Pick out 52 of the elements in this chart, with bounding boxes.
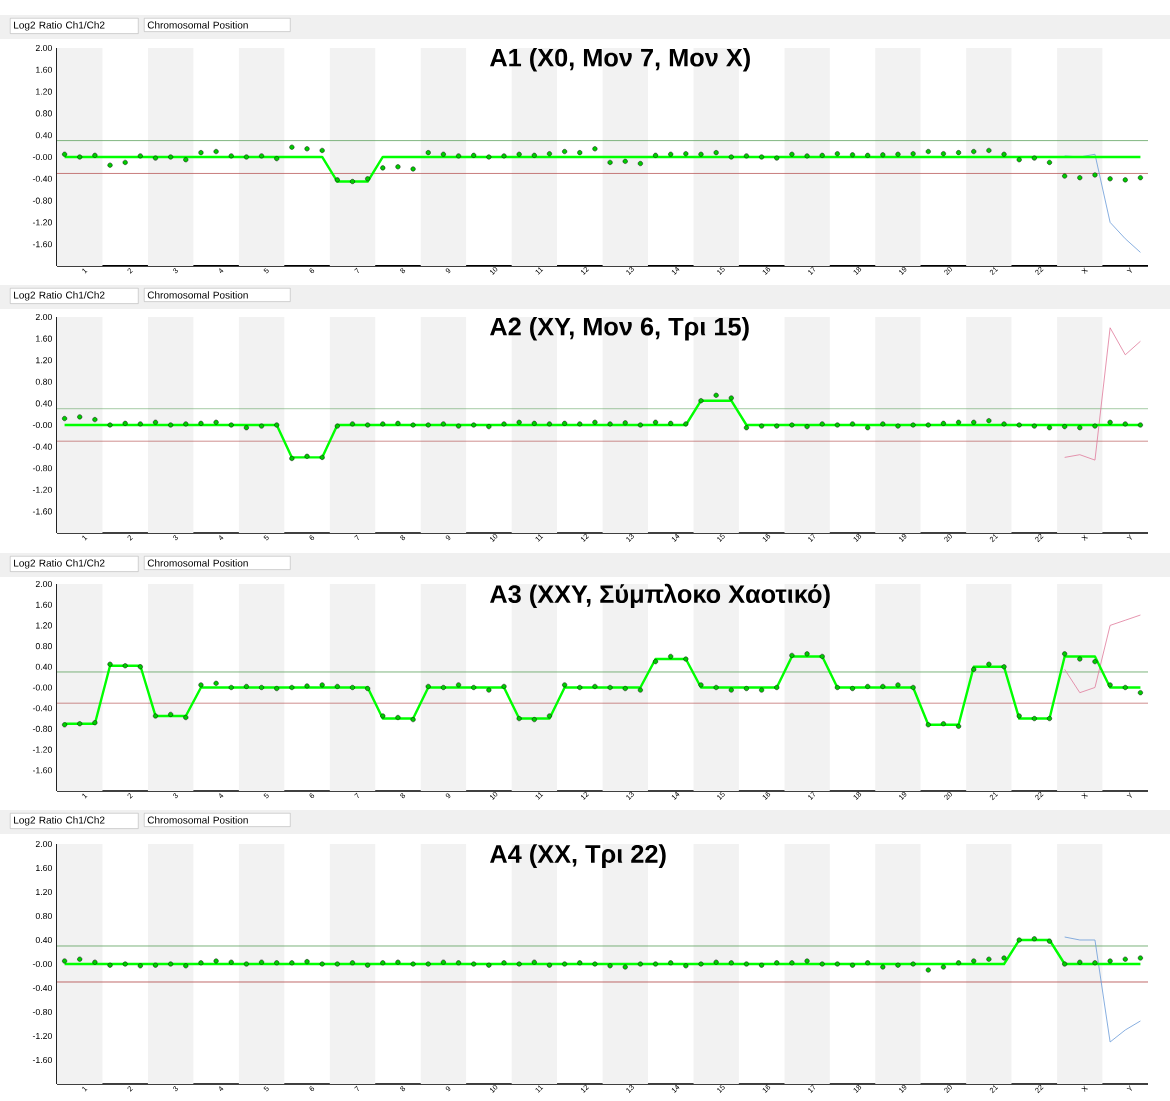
y-tick-label: 0.40: [35, 400, 52, 407]
y-tick-label: 1.60: [36, 601, 52, 608]
y-tick-label: 1.20: [36, 622, 52, 629]
text: Log2 Ratio Ch1/Ch2: [14, 291, 105, 301]
y-tick-label: -0.40: [32, 175, 52, 182]
y-tick-label: -0.00: [32, 421, 52, 429]
y-tick-label: 0.80: [35, 912, 52, 920]
y-tick-label: -0.00: [32, 153, 52, 161]
y-tick-label: 1.60: [36, 66, 52, 73]
y-tick-label: 0.80: [35, 378, 52, 385]
y-tick-label: 1.20: [36, 357, 52, 364]
chart-title: A1 (X0, Μον 7, Μον X): [490, 47, 750, 72]
text: Log2 Ratio Ch1/Ch2: [14, 21, 105, 31]
y-tick-label: 1.60: [36, 335, 52, 342]
y-tick-label: -1.20: [32, 1032, 52, 1040]
text: Chromosomal Position: [147, 291, 248, 299]
text: Chromosomal Position: [147, 21, 248, 29]
y-tick-label: 2.00: [35, 313, 52, 321]
text: Log2 Ratio Ch1/Ch2: [14, 816, 105, 826]
chart-title: A4 (XX, Τρι 22): [490, 844, 666, 868]
y-tick-label: -0.80: [32, 465, 52, 472]
y-tick-label: 0.40: [35, 663, 52, 670]
y-tick-label: 1.60: [36, 864, 52, 872]
y-tick-label: 2.00: [35, 580, 52, 588]
text: Log2 Ratio Ch1/Ch2: [14, 559, 105, 569]
y-tick-label: 0.80: [35, 110, 52, 117]
y-tick-label: -0.80: [32, 197, 52, 204]
y-tick-label: -0.80: [32, 1008, 52, 1016]
y-tick-label: -0.40: [32, 984, 52, 992]
y-tick-label: -0.80: [32, 725, 52, 732]
y-tick-label: -1.60: [32, 241, 52, 248]
y-tick-label: -0.40: [32, 705, 52, 712]
y-tick-label: 0.40: [35, 936, 52, 944]
y-tick-label: -0.00: [32, 684, 52, 691]
y-tick-label: -1.20: [32, 746, 52, 753]
y-tick-label: 1.20: [36, 88, 52, 95]
y-tick-label: -0.00: [32, 960, 52, 968]
y-tick-label: 0.80: [35, 643, 52, 650]
y-tick-label: -1.20: [32, 219, 52, 226]
y-tick-label: -1.60: [32, 1056, 52, 1064]
text: Chromosomal Position: [147, 816, 248, 824]
y-tick-label: -1.60: [32, 767, 52, 774]
y-tick-label: -1.20: [32, 486, 52, 493]
y-tick-label: -0.40: [32, 443, 52, 450]
y-tick-label: 0.40: [35, 132, 52, 139]
y-tick-label: 2.00: [35, 44, 52, 52]
y-tick-label: 1.20: [36, 888, 52, 896]
chart-title: A2 (XY, Μον 6, Τρι 15): [490, 316, 749, 341]
chart-title: A3 (XXY, Σύμπλοκο Χαοτικό): [490, 583, 830, 609]
y-tick-label: 2.00: [35, 840, 52, 848]
text: Chromosomal Position: [147, 559, 248, 567]
y-tick-label: -1.60: [32, 508, 52, 515]
